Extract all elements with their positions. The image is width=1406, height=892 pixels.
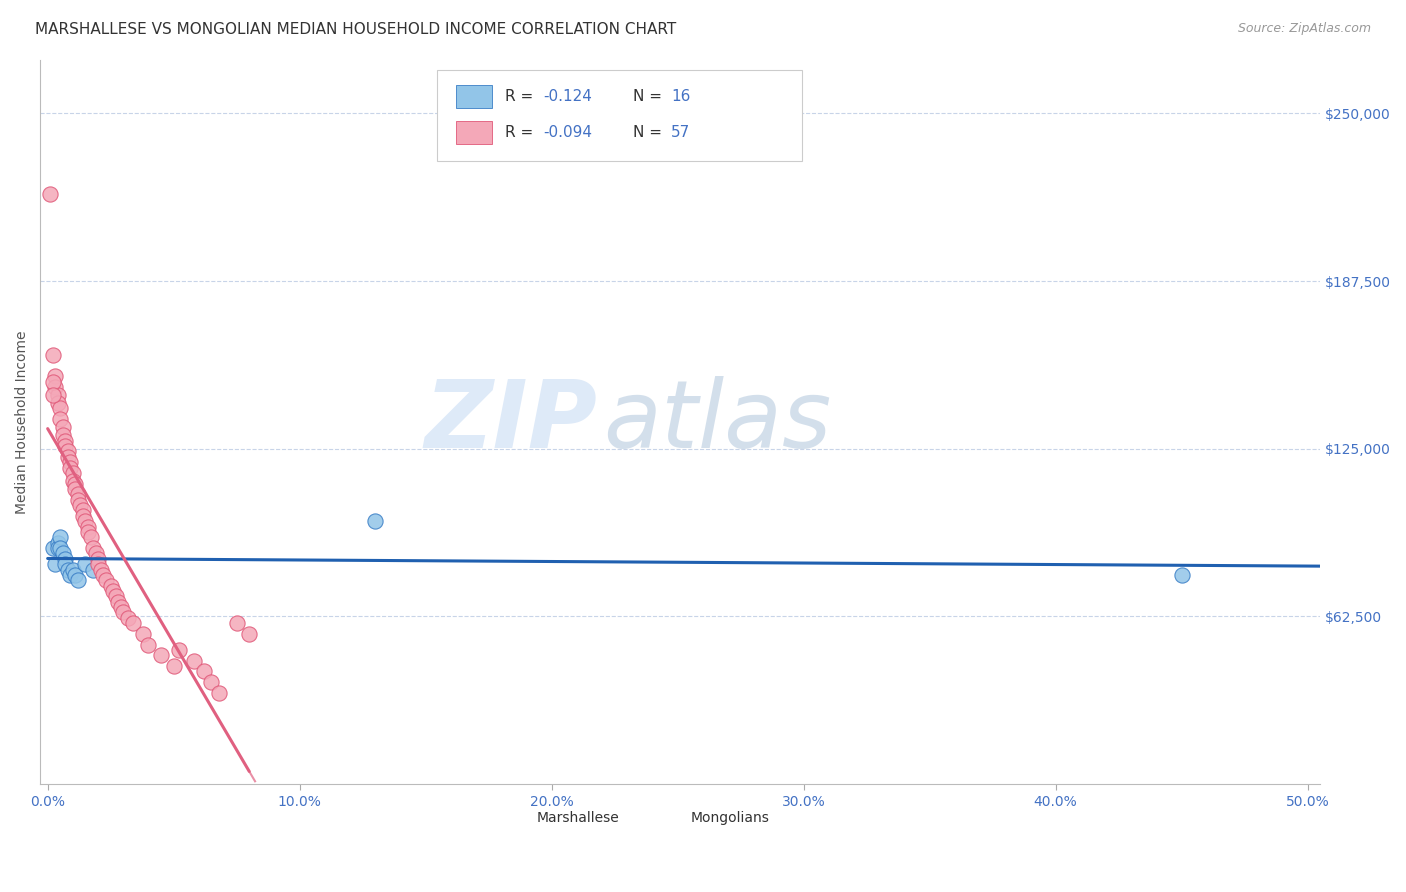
Point <box>87 557 110 571</box>
Text: ZIP: ZIP <box>425 376 598 468</box>
Point <box>150 648 173 663</box>
Point <box>62 474 84 488</box>
Point <box>72 503 94 517</box>
Point <box>167 643 190 657</box>
FancyBboxPatch shape <box>501 810 529 828</box>
Text: N =: N = <box>633 125 666 140</box>
Point <box>53 439 76 453</box>
Point <box>79 530 101 544</box>
Point <box>200 675 222 690</box>
Point <box>82 562 104 576</box>
Point <box>53 557 76 571</box>
Point <box>77 519 100 533</box>
Point <box>65 476 87 491</box>
Point <box>193 665 215 679</box>
Point <box>122 616 145 631</box>
Point <box>44 380 66 394</box>
Y-axis label: Median Household Income: Median Household Income <box>15 330 30 514</box>
Point <box>66 573 89 587</box>
Point <box>46 396 69 410</box>
Point <box>90 562 112 576</box>
Point <box>65 567 87 582</box>
Point <box>66 492 89 507</box>
Point <box>41 348 63 362</box>
Text: -0.094: -0.094 <box>543 125 592 140</box>
Point <box>59 460 82 475</box>
Point <box>59 455 82 469</box>
Point <box>65 482 87 496</box>
Point <box>56 562 79 576</box>
Point <box>53 434 76 448</box>
Point <box>62 562 84 576</box>
Point <box>82 541 104 555</box>
Point <box>46 388 69 402</box>
Point <box>75 557 97 571</box>
Point <box>107 595 129 609</box>
Text: Source: ZipAtlas.com: Source: ZipAtlas.com <box>1237 22 1371 36</box>
Point <box>138 638 160 652</box>
Point <box>44 557 66 571</box>
Text: Marshallese: Marshallese <box>537 811 620 825</box>
Point <box>103 584 125 599</box>
Point <box>62 466 84 480</box>
Point <box>84 546 107 560</box>
Point <box>56 450 79 464</box>
Point <box>59 567 82 582</box>
Point <box>94 573 117 587</box>
Point <box>53 551 76 566</box>
Point <box>46 535 69 549</box>
Text: Mongolians: Mongolians <box>690 811 769 825</box>
Point <box>41 388 63 402</box>
Text: R =: R = <box>505 89 538 104</box>
Point <box>49 412 72 426</box>
Point <box>41 541 63 555</box>
Point <box>364 514 387 528</box>
Text: MARSHALLESE VS MONGOLIAN MEDIAN HOUSEHOLD INCOME CORRELATION CHART: MARSHALLESE VS MONGOLIAN MEDIAN HOUSEHOL… <box>35 22 676 37</box>
FancyBboxPatch shape <box>437 70 801 161</box>
Point <box>41 375 63 389</box>
Text: 57: 57 <box>671 125 690 140</box>
Point <box>87 551 110 566</box>
Point <box>49 541 72 555</box>
FancyBboxPatch shape <box>456 85 492 108</box>
Point <box>52 428 75 442</box>
Point <box>75 514 97 528</box>
Text: 16: 16 <box>671 89 690 104</box>
Point <box>132 627 155 641</box>
Point <box>225 616 247 631</box>
Point <box>208 686 231 700</box>
Point <box>46 541 69 555</box>
Point <box>56 444 79 458</box>
Point <box>69 498 91 512</box>
FancyBboxPatch shape <box>456 121 492 145</box>
Text: atlas: atlas <box>603 376 831 467</box>
Point <box>44 369 66 384</box>
Point <box>100 579 122 593</box>
Point <box>1170 567 1192 582</box>
Point <box>112 606 135 620</box>
Point <box>52 420 75 434</box>
Point <box>238 627 260 641</box>
Point <box>183 654 205 668</box>
Point <box>77 524 100 539</box>
Text: N =: N = <box>633 89 666 104</box>
FancyBboxPatch shape <box>655 810 683 828</box>
Point <box>39 186 62 201</box>
Point <box>52 546 75 560</box>
Point <box>110 600 132 615</box>
Point <box>91 567 114 582</box>
Text: R =: R = <box>505 125 538 140</box>
Point <box>104 590 127 604</box>
Point <box>72 508 94 523</box>
Point <box>163 659 186 673</box>
Point <box>49 401 72 416</box>
Point <box>117 611 139 625</box>
Point <box>49 530 72 544</box>
Point <box>66 487 89 501</box>
Text: -0.124: -0.124 <box>543 89 592 104</box>
